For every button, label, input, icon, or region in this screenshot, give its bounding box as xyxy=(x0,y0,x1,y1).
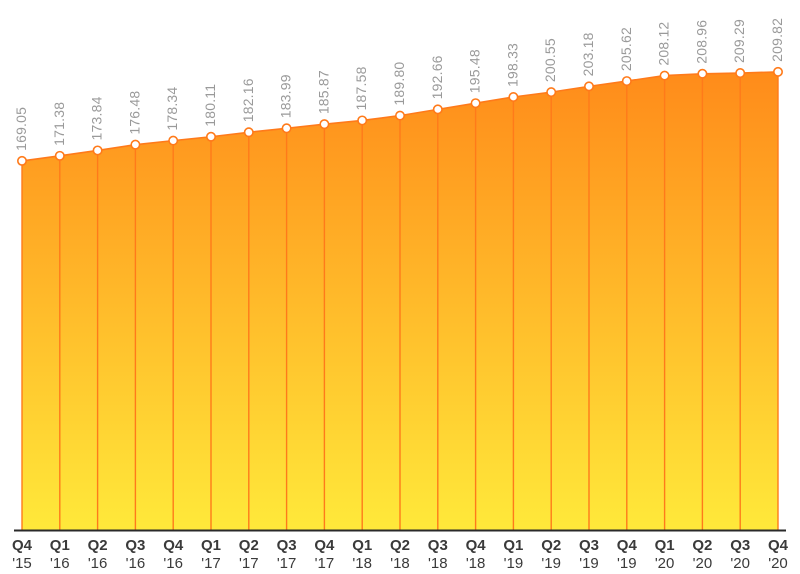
data-point xyxy=(93,146,101,154)
x-tick-quarter: Q3 xyxy=(277,537,297,554)
data-point xyxy=(320,120,328,128)
x-tick-year: '18 xyxy=(466,555,486,572)
x-tick-quarter: Q2 xyxy=(541,537,561,554)
x-tick-year: '17 xyxy=(201,555,221,572)
x-tick-quarter: Q4 xyxy=(163,537,184,554)
value-label: 209.82 xyxy=(769,18,785,62)
x-tick-year: '20 xyxy=(768,555,788,572)
value-label: 198.33 xyxy=(504,43,520,87)
value-label: 187.58 xyxy=(353,66,369,110)
x-tick-quarter: Q2 xyxy=(239,537,259,554)
plot-area: 169.05 171.38 173.84 176.48 178.34 180.11 182.… xyxy=(12,18,789,572)
x-tick-year: '17 xyxy=(315,555,335,572)
x-tick-quarter: Q3 xyxy=(125,537,145,554)
data-point xyxy=(56,152,64,160)
x-tick-quarter: Q3 xyxy=(579,537,599,554)
data-point xyxy=(18,157,26,165)
data-point xyxy=(774,68,782,76)
data-point xyxy=(660,71,668,79)
x-tick-year: '19 xyxy=(504,555,524,572)
x-tick-year: '18 xyxy=(428,555,448,572)
value-label: 203.18 xyxy=(580,32,596,76)
data-point xyxy=(131,140,139,148)
x-tick-quarter: Q3 xyxy=(428,537,448,554)
value-label: 173.84 xyxy=(89,96,105,140)
data-point xyxy=(358,116,366,124)
data-point xyxy=(471,99,479,107)
data-point xyxy=(434,105,442,113)
x-tick-quarter: Q4 xyxy=(466,537,487,554)
x-tick-year: '17 xyxy=(277,555,297,572)
area-chart: 169.05 171.38 173.84 176.48 178.34 180.11 182.… xyxy=(0,0,800,574)
x-tick-quarter: Q1 xyxy=(352,537,372,554)
x-tick-quarter: Q1 xyxy=(50,537,70,554)
x-tick-quarter: Q2 xyxy=(390,537,410,554)
x-tick-quarter: Q3 xyxy=(730,537,750,554)
value-label: 189.80 xyxy=(391,62,407,106)
x-tick-year: '18 xyxy=(352,555,372,572)
data-point xyxy=(207,133,215,141)
value-label: 183.99 xyxy=(278,74,294,118)
x-tick-year: '16 xyxy=(126,555,146,572)
x-tick-quarter: Q1 xyxy=(503,537,523,554)
value-label: 176.48 xyxy=(126,91,142,135)
data-point xyxy=(245,128,253,136)
data-point xyxy=(698,70,706,78)
value-label: 205.62 xyxy=(618,27,634,71)
x-tick-quarter: Q2 xyxy=(692,537,712,554)
x-tick-quarter: Q2 xyxy=(88,537,108,554)
data-point xyxy=(547,88,555,96)
x-tick-quarter: Q1 xyxy=(201,537,221,554)
x-tick-year: '17 xyxy=(239,555,259,572)
value-label: 195.48 xyxy=(467,49,483,93)
value-label: 208.96 xyxy=(693,20,709,64)
x-tick-year: '18 xyxy=(390,555,410,572)
value-label: 200.55 xyxy=(542,38,558,82)
x-tick-quarter: Q4 xyxy=(768,537,789,554)
x-tick-quarter: Q4 xyxy=(617,537,638,554)
x-tick-year: '19 xyxy=(579,555,599,572)
x-tick-year: '19 xyxy=(617,555,637,572)
x-tick-year: '20 xyxy=(693,555,713,572)
value-label: 169.05 xyxy=(13,107,29,151)
x-tick-year: '20 xyxy=(730,555,750,572)
x-tick-year: '16 xyxy=(50,555,70,572)
x-tick-year: '16 xyxy=(88,555,108,572)
x-tick-year: '19 xyxy=(541,555,561,572)
value-label: 208.12 xyxy=(656,22,672,66)
value-label: 171.38 xyxy=(51,102,67,146)
data-point xyxy=(169,136,177,144)
value-label: 180.11 xyxy=(202,84,218,127)
x-tick-quarter: Q4 xyxy=(12,537,33,554)
x-tick-year: '20 xyxy=(655,555,675,572)
data-point xyxy=(623,77,631,85)
x-tick-year: '16 xyxy=(163,555,183,572)
data-point xyxy=(282,124,290,132)
data-point xyxy=(585,82,593,90)
chart-svg: 169.05 171.38 173.84 176.48 178.34 180.11 182.… xyxy=(0,0,800,574)
value-label: 178.34 xyxy=(164,87,180,131)
x-tick-quarter: Q4 xyxy=(314,537,335,554)
value-label: 209.29 xyxy=(731,19,747,63)
data-point xyxy=(509,93,517,101)
data-point xyxy=(736,69,744,77)
value-label: 182.16 xyxy=(240,78,256,122)
x-tick-year: '15 xyxy=(12,555,32,572)
value-label: 185.87 xyxy=(315,70,331,114)
data-point xyxy=(396,111,404,119)
x-tick-quarter: Q1 xyxy=(655,537,675,554)
value-label: 192.66 xyxy=(429,55,445,99)
